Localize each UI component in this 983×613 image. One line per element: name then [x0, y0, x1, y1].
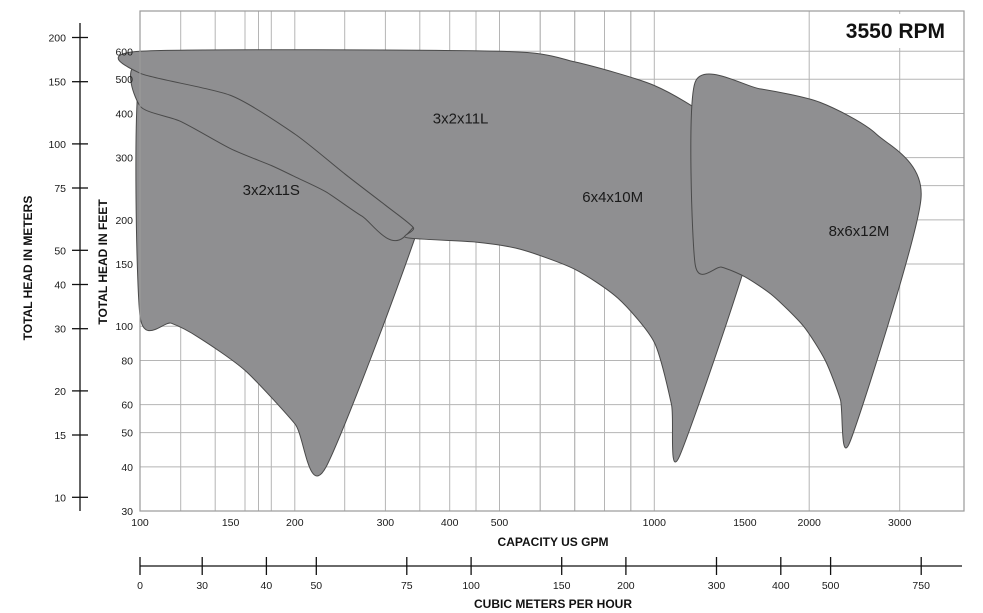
secondary-y-axis-title: TOTAL HEAD IN METERS	[21, 196, 35, 341]
meters-tick-label: 75	[54, 183, 66, 195]
y-tick-label: 150	[115, 259, 133, 271]
y-tick-label: 600	[115, 46, 133, 58]
x-tick-label: 3000	[888, 517, 912, 529]
region-8x6x12M	[690, 73, 922, 449]
x-tick-label: 1000	[643, 517, 667, 529]
y-axis-title: TOTAL HEAD IN FEET	[96, 199, 110, 325]
y-tick-label: 50	[121, 428, 133, 440]
y-tick-label: 30	[121, 506, 133, 518]
x-tick-label: 150	[222, 517, 240, 529]
cubic-meters-tick-label: 400	[772, 580, 790, 592]
cubic-meters-tick-label: 40	[261, 580, 273, 592]
meters-tick-label: 100	[48, 139, 66, 151]
plot-frame	[139, 10, 965, 512]
y-tick-label: 40	[121, 462, 133, 474]
region-label-3x2x11S: 3x2x11S	[243, 182, 300, 199]
meters-tick-label: 40	[54, 280, 66, 292]
pump-region-labels: 3x2x11S 3x2x11L 6x4x10M 8x6x12M	[243, 110, 890, 240]
cubic-meters-tick-label: 50	[310, 580, 322, 592]
x-tick-label: 1500	[733, 517, 757, 529]
meters-tick-label: 150	[48, 77, 66, 89]
meters-tick-label: 50	[54, 245, 66, 257]
cubic-meters-tick-label: 150	[553, 580, 571, 592]
y-tick-label: 300	[115, 153, 133, 165]
y-tick-label: 400	[115, 109, 133, 121]
cubic-meters-tick-label: 100	[462, 580, 480, 592]
region-label-3x2x11L: 3x2x11L	[433, 110, 489, 127]
region-label-8x6x12M: 8x6x12M	[829, 223, 890, 240]
x-tick-label: 200	[286, 517, 304, 529]
y-tick-label: 500	[115, 74, 133, 86]
y-tick-label: 60	[121, 400, 133, 412]
meters-tick-label: 20	[54, 386, 66, 398]
x-axis-title: CAPACITY US GPM	[498, 535, 609, 549]
chart-title-rpm: 3550 RPM	[846, 20, 945, 43]
cubic-meters-tick-label: 200	[617, 580, 635, 592]
x-tick-label: 300	[377, 517, 395, 529]
meters-tick-label: 200	[48, 33, 66, 45]
y-tick-label: 80	[121, 356, 133, 368]
meters-tick-label: 15	[54, 430, 66, 442]
cubic-meters-tick-label: 750	[912, 580, 930, 592]
meters-tick-label: 30	[54, 324, 66, 336]
cubic-meters-axis: 0 30 40 50 75 100 150 200 300 400 500 750	[137, 557, 962, 592]
y-tick-label: 200	[115, 215, 133, 227]
cubic-meters-tick-label: 0	[137, 580, 143, 592]
cubic-meters-tick-label: 30	[196, 580, 208, 592]
meters-axis: 10 15 20 30 40 50 75 100 150 200	[48, 23, 88, 511]
y-tick-label: 100	[115, 321, 133, 333]
region-label-6x4x10M: 6x4x10M	[582, 189, 643, 206]
meters-tick-label: 10	[54, 492, 66, 504]
cubic-meters-tick-label: 75	[401, 580, 413, 592]
x-tick-label: 2000	[798, 517, 822, 529]
cubic-meters-tick-label: 500	[822, 580, 840, 592]
y-tick-labels-feet: 30 40 50 60 80 100 150 200 300 400 500 600	[115, 46, 133, 518]
secondary-x-axis-title: CUBIC METERS PER HOUR	[474, 597, 632, 611]
pump-regions	[117, 49, 922, 477]
x-tick-labels-gpm: 100 150 200 300 400 500 1000 1500 2000 3000	[131, 517, 911, 529]
x-tick-label: 500	[491, 517, 509, 529]
region-6x4x10M	[117, 49, 767, 463]
x-tick-label: 100	[131, 517, 149, 529]
x-tick-label: 400	[441, 517, 459, 529]
cubic-meters-tick-label: 300	[708, 580, 726, 592]
rpm-box	[810, 14, 960, 48]
